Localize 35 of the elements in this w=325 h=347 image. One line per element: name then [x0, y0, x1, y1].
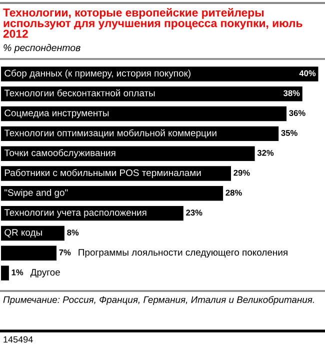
- data-label: 29%: [234, 170, 250, 176]
- bar: [1, 266, 9, 280]
- text: 145494: [4, 336, 33, 343]
- data-label: 8%: [67, 230, 79, 236]
- data-label: 38%: [284, 90, 300, 96]
- y-tick-label: Технологии бесконтактной оплаты: [4, 89, 155, 96]
- y-tick-label: Работники с мобильными POS терминалами: [4, 169, 201, 178]
- bar: [1, 166, 231, 181]
- bar: [1, 146, 255, 161]
- bar: [1, 86, 302, 102]
- y-tick-label: Соцмедиа инструменты: [4, 110, 109, 118]
- y-tick-label: Сбор данных (к примеру, история покупок): [4, 70, 190, 78]
- bar: [1, 106, 287, 122]
- data-label: 36%: [289, 110, 306, 116]
- text: Примечание: Россия, Франция, Германия, Италия и Великобритания.: [3, 296, 314, 305]
- y-tick-label: QR коды: [4, 229, 42, 238]
- bar: [1, 226, 64, 241]
- y-tick-label: Другое: [30, 268, 60, 278]
- data-label: 1%: [12, 269, 24, 276]
- bar: [1, 186, 224, 201]
- data-label: 32%: [257, 150, 274, 156]
- data-label: 35%: [281, 130, 298, 136]
- chart-title: Технологии, которые европейские ритейлеры используют для улучшения процесса покупки, июль 2012: [3, 8, 302, 38]
- y-tick-label: "Swipe and go": [4, 189, 68, 198]
- bar: [1, 66, 318, 82]
- y-tick-label: Программы лояльности следующего поколения: [78, 249, 288, 258]
- y-tick-label: Технологии учета расположения: [4, 209, 146, 218]
- chart-subtitle: % респондентов: [4, 44, 80, 54]
- data-label: 7%: [59, 249, 71, 256]
- data-label: 28%: [226, 190, 242, 196]
- y-tick-label: Точки самообслуживания: [4, 149, 116, 158]
- bar: [1, 246, 57, 261]
- y-tick-label: Технологии оптимизации мобильной коммерции: [4, 129, 216, 138]
- data-label: 23%: [186, 210, 202, 216]
- data-label: 40%: [299, 70, 316, 76]
